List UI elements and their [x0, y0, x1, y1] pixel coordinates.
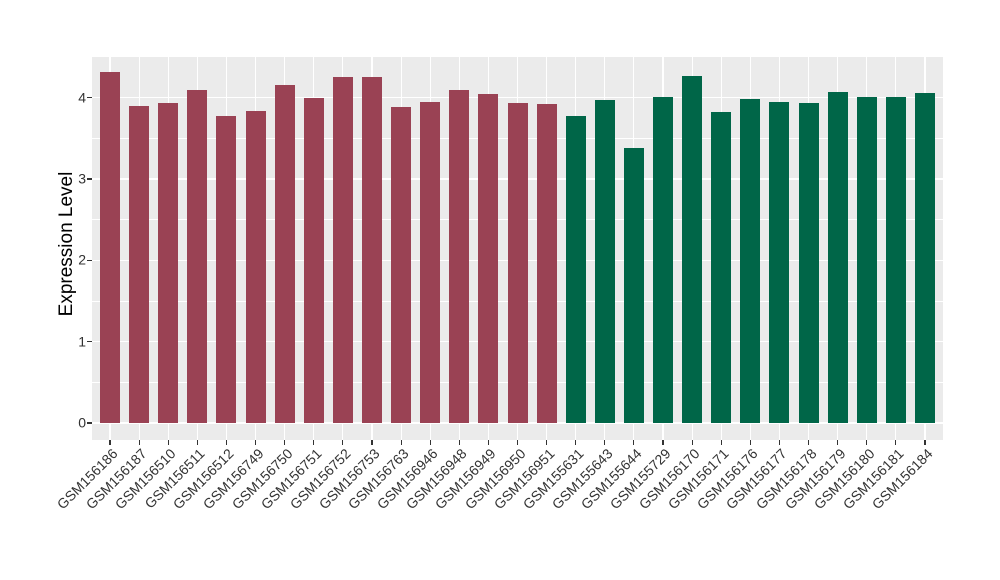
bar: [565, 116, 586, 423]
bar: [740, 99, 761, 423]
bar: [536, 104, 557, 423]
x-tick-mark: [895, 440, 897, 445]
y-tick-label: 3: [78, 170, 86, 187]
y-tick-mark: [87, 178, 92, 180]
bar: [682, 75, 703, 423]
x-tick-mark: [575, 440, 577, 445]
y-tick-mark: [87, 97, 92, 99]
bar: [216, 116, 237, 423]
bar: [653, 96, 674, 423]
bar: [187, 89, 208, 423]
x-tick-mark: [546, 440, 548, 445]
bar: [478, 94, 499, 423]
x-tick-mark: [487, 440, 489, 445]
bar: [420, 101, 441, 423]
x-tick-mark: [167, 440, 169, 445]
x-tick-mark: [808, 440, 810, 445]
bar: [885, 96, 906, 423]
x-tick-mark: [225, 440, 227, 445]
x-tick-mark: [196, 440, 198, 445]
bar: [449, 90, 470, 423]
y-axis-title: Expression Level: [56, 171, 77, 317]
x-tick-mark: [837, 440, 839, 445]
bar: [798, 103, 819, 423]
x-tick-mark: [342, 440, 344, 445]
x-tick-mark: [458, 440, 460, 445]
bar: [915, 92, 935, 423]
x-tick-mark: [691, 440, 693, 445]
y-tick-mark: [87, 341, 92, 343]
x-tick-mark: [284, 440, 286, 445]
x-tick-mark: [138, 440, 140, 445]
bar: [827, 91, 848, 423]
x-tick-mark: [749, 440, 751, 445]
bar: [129, 105, 150, 423]
x-tick-mark: [313, 440, 315, 445]
bar: [274, 85, 295, 423]
bar: [769, 101, 790, 423]
y-tick-label: 4: [78, 89, 86, 106]
y-tick-label: 1: [78, 333, 86, 350]
bar: [711, 112, 732, 423]
x-tick-mark: [778, 440, 780, 445]
x-tick-mark: [109, 440, 111, 445]
bar: [303, 97, 324, 423]
x-tick-mark: [371, 440, 373, 445]
y-tick-mark: [87, 422, 92, 424]
y-tick-label: 2: [78, 252, 86, 269]
bar: [856, 96, 877, 423]
bar: [507, 102, 528, 423]
x-tick-mark: [720, 440, 722, 445]
x-tick-mark: [633, 440, 635, 445]
x-tick-mark: [662, 440, 664, 445]
x-tick-mark: [429, 440, 431, 445]
bar: [332, 77, 353, 423]
bar: [594, 100, 615, 423]
bar: [361, 76, 382, 423]
plot-panel: [92, 57, 943, 440]
bar: [100, 72, 120, 423]
y-tick-label: 0: [78, 414, 86, 431]
y-tick-mark: [87, 259, 92, 261]
bar: [158, 102, 179, 423]
x-tick-mark: [604, 440, 606, 445]
x-tick-mark: [254, 440, 257, 445]
bar: [245, 111, 266, 423]
bar: [623, 148, 644, 423]
bar: [391, 107, 412, 423]
x-tick-mark: [866, 440, 868, 445]
x-tick-mark: [924, 440, 926, 445]
x-tick-mark: [516, 440, 519, 445]
x-tick-mark: [400, 440, 402, 445]
